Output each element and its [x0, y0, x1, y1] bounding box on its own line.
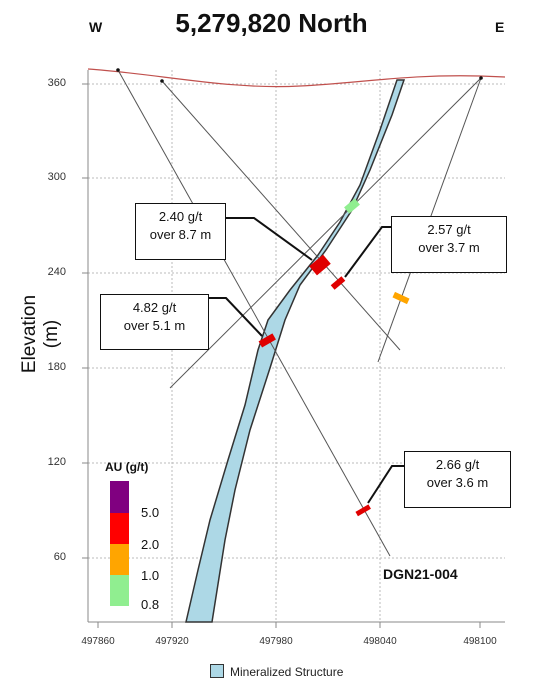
- collar-point: [116, 68, 120, 72]
- callout-leaders: [208, 217, 406, 504]
- collar-point: [160, 79, 164, 83]
- callout-leader: [367, 465, 406, 504]
- au-legend-threshold: 0.8: [141, 597, 160, 612]
- drillhole-label: DGN21-004: [383, 566, 458, 582]
- callout-length: over 3.6 m: [426, 475, 489, 490]
- assay-intercept-0.8to1: [344, 198, 360, 214]
- assay-intercept-2to5: [355, 504, 371, 517]
- y-tick-label: 300: [47, 171, 66, 183]
- assay-intercepts: [258, 198, 410, 517]
- section-title: 5,279,820 North: [175, 8, 368, 38]
- y-tick-label: 120: [47, 456, 66, 468]
- plot-frame: [82, 70, 505, 628]
- structure-legend-swatch: [210, 664, 224, 678]
- mineralized-structure: [185, 79, 406, 623]
- au-swatch-2to5: [110, 513, 129, 544]
- west-label: W: [89, 19, 103, 35]
- callout-grade: 4.82 g/t: [132, 300, 177, 315]
- callout-grade: 2.40 g/t: [158, 209, 203, 224]
- callout-leader: [208, 297, 263, 337]
- assay-callout: 2.57 g/t over 3.7 m: [391, 216, 507, 273]
- callout-grade: 2.66 g/t: [435, 457, 480, 472]
- callout-leader: [344, 226, 392, 278]
- y-tick-label: 180: [47, 361, 66, 373]
- collar-point: [479, 76, 483, 80]
- callout-length: over 5.1 m: [123, 318, 186, 333]
- y-tick-label: 60: [53, 551, 66, 563]
- callout-leader: [225, 217, 313, 261]
- au-legend-swatches: [110, 481, 129, 606]
- au-legend-title: AU (g/t): [105, 460, 149, 474]
- drillhole-trace: [117, 69, 391, 557]
- collar-points: [116, 68, 483, 83]
- assay-callout: 2.40 g/t over 8.7 m: [135, 203, 226, 260]
- structure-legend: Mineralized Structure: [210, 664, 343, 679]
- x-tick-label: 498040: [363, 636, 397, 647]
- y-tick-label: 240: [47, 266, 66, 278]
- au-swatch-0.8to1: [110, 575, 129, 606]
- assay-callout: 4.82 g/t over 5.1 m: [100, 294, 209, 350]
- assay-intercept-2to5: [330, 276, 346, 290]
- assay-intercept-2to5: [309, 254, 331, 276]
- x-tick-label: 498100: [463, 636, 497, 647]
- east-label: E: [495, 19, 505, 35]
- y-tick-label: 360: [47, 77, 66, 89]
- au-swatch-1to2: [110, 544, 129, 575]
- au-legend-threshold: 5.0: [141, 505, 160, 520]
- callout-length: over 8.7 m: [149, 227, 212, 242]
- x-tick-label: 497920: [155, 636, 189, 647]
- drillhole-trace: [161, 80, 401, 351]
- assay-callout: 2.66 g/t over 3.6 m: [404, 451, 511, 508]
- callout-grade: 2.57 g/t: [427, 222, 471, 237]
- x-tick-label: 497860: [81, 636, 115, 647]
- drillhole-trace: [169, 77, 482, 389]
- x-tick-label: 497980: [259, 636, 293, 647]
- au-legend-threshold: 2.0: [141, 537, 160, 552]
- au-legend-threshold: 1.0: [141, 568, 160, 583]
- callout-length: over 3.7 m: [418, 240, 480, 255]
- au-swatch-gt5: [110, 481, 129, 513]
- topography-line: [87, 68, 506, 88]
- assay-intercept-2to5: [258, 333, 276, 348]
- structure-legend-label: Mineralized Structure: [230, 665, 344, 679]
- assay-intercept-1to2: [392, 291, 410, 305]
